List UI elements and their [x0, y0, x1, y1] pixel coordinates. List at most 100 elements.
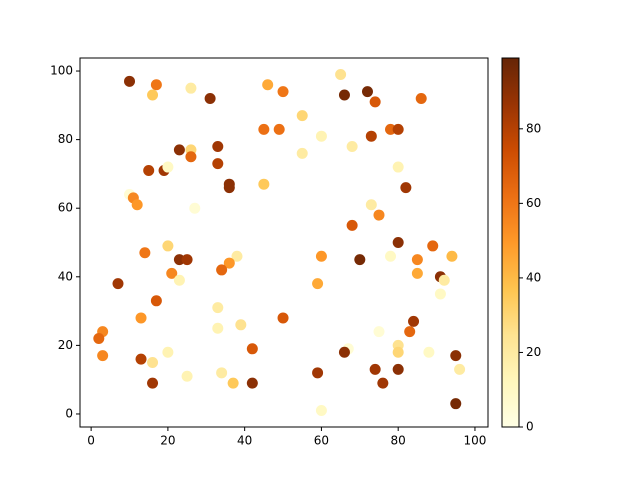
point	[450, 350, 462, 362]
colorbar-tick-label: 80	[526, 121, 541, 135]
point	[185, 151, 197, 163]
point	[181, 254, 193, 266]
point	[273, 123, 285, 135]
point	[392, 123, 404, 135]
y-tick-label: 60	[58, 201, 73, 215]
point	[369, 96, 381, 108]
point	[296, 110, 308, 122]
colorbar-tick-label: 20	[526, 345, 541, 359]
point	[450, 398, 462, 410]
point	[147, 357, 159, 369]
point	[296, 147, 308, 159]
point	[231, 250, 243, 262]
point	[162, 346, 174, 358]
point	[135, 353, 147, 365]
point	[139, 247, 151, 259]
point	[216, 264, 228, 276]
point	[411, 267, 423, 279]
point	[361, 86, 373, 98]
point	[434, 288, 446, 300]
x-tick-label: 20	[160, 434, 175, 448]
x-tick-label: 80	[391, 434, 406, 448]
point	[423, 346, 435, 358]
point	[315, 405, 327, 417]
point	[365, 199, 377, 211]
point	[365, 130, 377, 142]
point	[181, 370, 193, 382]
point	[162, 240, 174, 252]
x-tick-label: 100	[463, 434, 486, 448]
point	[124, 75, 136, 87]
point	[212, 302, 224, 314]
point	[223, 182, 235, 194]
point	[373, 209, 385, 221]
point	[97, 350, 109, 362]
y-tick-label: 40	[58, 269, 73, 283]
point	[392, 161, 404, 173]
point	[373, 326, 385, 338]
point	[392, 237, 404, 248]
point	[150, 79, 162, 91]
point	[404, 326, 416, 338]
point	[338, 89, 350, 101]
point	[212, 158, 224, 170]
point	[166, 267, 178, 279]
point	[277, 312, 289, 324]
point	[223, 257, 235, 269]
point	[212, 322, 224, 334]
point	[162, 161, 174, 173]
colorbar-tick-label: 0	[526, 420, 534, 434]
point	[400, 182, 412, 194]
point	[335, 68, 347, 80]
x-tick-label: 0	[87, 434, 95, 448]
point	[212, 140, 224, 152]
y-tick-label: 100	[50, 64, 73, 78]
point	[315, 130, 327, 142]
point	[173, 254, 185, 266]
point	[277, 86, 289, 98]
point	[185, 82, 197, 94]
point	[147, 89, 159, 101]
y-tick-label: 80	[58, 132, 73, 146]
point	[147, 377, 159, 389]
point	[246, 377, 258, 389]
point	[346, 219, 358, 231]
point	[411, 254, 423, 266]
point	[112, 278, 124, 290]
point	[135, 312, 147, 324]
point	[173, 144, 185, 156]
y-tick-label: 0	[65, 406, 73, 420]
point	[227, 377, 239, 389]
x-tick-label: 60	[314, 434, 329, 448]
point	[246, 343, 258, 355]
point	[408, 315, 420, 327]
point	[415, 92, 427, 104]
point	[216, 367, 228, 379]
point	[93, 333, 105, 345]
point	[392, 363, 404, 375]
point	[392, 346, 404, 358]
point	[427, 240, 439, 252]
point	[385, 250, 397, 262]
point	[454, 363, 466, 375]
colorbar	[501, 57, 520, 428]
colorbar-tick-label: 60	[526, 196, 541, 210]
colorbar-tick-label: 40	[526, 270, 541, 284]
y-tick-label: 20	[58, 338, 73, 352]
point	[312, 367, 324, 379]
point	[346, 140, 358, 152]
point	[377, 377, 389, 389]
point	[315, 250, 327, 262]
point	[338, 346, 350, 358]
plot-frame	[79, 57, 489, 428]
point	[189, 202, 201, 214]
point	[446, 250, 458, 262]
point	[204, 92, 216, 104]
point	[131, 199, 143, 211]
x-tick-label: 40	[237, 434, 252, 448]
point	[143, 164, 155, 176]
point	[312, 278, 324, 290]
point	[438, 274, 450, 286]
point	[150, 295, 162, 307]
